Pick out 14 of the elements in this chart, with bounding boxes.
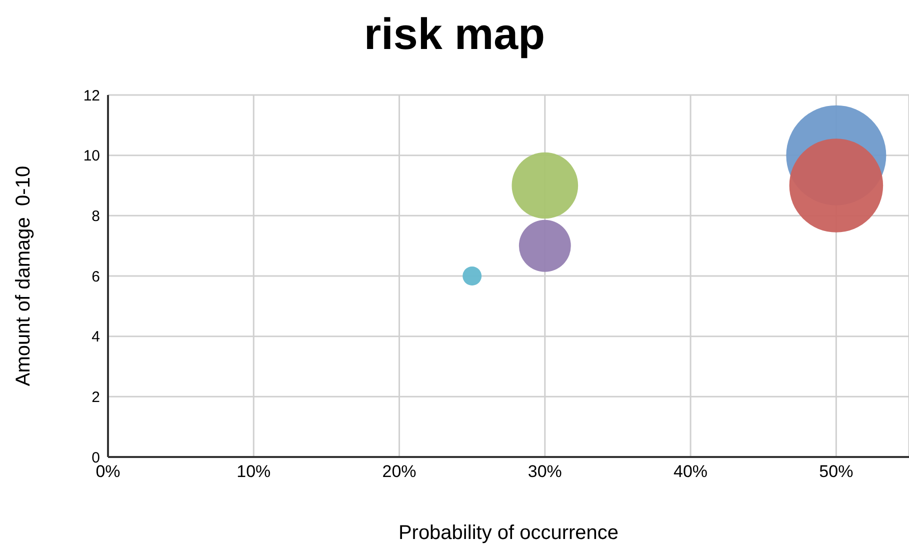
y-axis-title: Amount of damage 0-10 [12,166,34,386]
y-tick-label: 12 [83,87,100,104]
y-tick-label: 10 [83,148,100,165]
x-tick-label: 40% [674,462,708,482]
x-tick-label: 10% [236,462,271,482]
chart-title: risk map [364,10,545,59]
y-tick-label: 2 [92,388,100,406]
x-tick-label: 50% [819,462,854,482]
x-tick-label: 30% [528,462,562,482]
y-tick-label: 8 [92,208,100,225]
y-tick-label: 4 [92,328,100,346]
x-tick-label: 20% [382,462,416,482]
x-axis-title: Probability of occurrence [398,522,619,544]
y-tick-label: 6 [92,268,100,286]
